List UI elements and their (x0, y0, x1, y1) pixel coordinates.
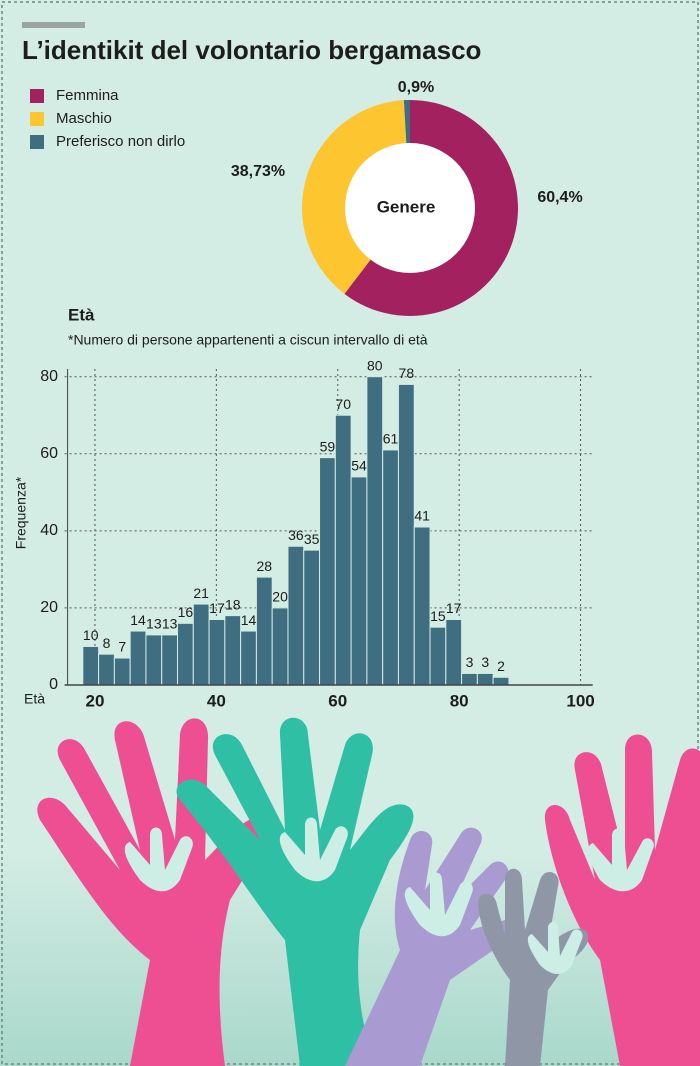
bar-value-label: 59 (320, 438, 336, 454)
donut-hole (345, 143, 475, 273)
bar (255, 576, 273, 686)
y-axis-label: Frequenza* (13, 476, 29, 549)
bar (461, 672, 478, 686)
bar-value-label: 54 (351, 458, 367, 474)
bar-value-label: 3 (481, 654, 489, 670)
bar-value-label: 70 (335, 396, 351, 412)
bar (429, 626, 447, 686)
y-tick-label: 40 (40, 522, 58, 539)
x-tick-label: 80 (450, 691, 469, 710)
section-title: Età (68, 305, 95, 324)
bar (287, 545, 305, 686)
value-label: 38,73% (231, 163, 285, 180)
bar (161, 634, 179, 686)
bar-value-label: 61 (383, 431, 399, 447)
bar-value-label: 17 (446, 600, 462, 616)
bar-value-label: 80 (367, 357, 383, 373)
legend-label: Preferisco non dirlo (56, 133, 185, 150)
bar (271, 607, 289, 686)
chart-title: L’identikit del volontario bergamasco (22, 35, 481, 65)
y-tick-label: 60 (40, 445, 58, 462)
bar-value-label: 14 (241, 612, 257, 628)
legend-swatch (30, 89, 44, 103)
bar (98, 653, 115, 686)
bar-value-label: 35 (304, 531, 320, 547)
bar-value-label: 8 (103, 635, 111, 651)
bar (492, 676, 510, 686)
x-tick-label: 100 (566, 691, 594, 710)
bar-value-label: 28 (257, 558, 273, 574)
x-tick-label: 40 (207, 691, 226, 710)
bar (303, 549, 321, 686)
legend-swatch (30, 135, 44, 149)
y-tick-label: 0 (49, 676, 58, 693)
bar-value-label: 7 (118, 639, 126, 655)
bar (224, 615, 242, 686)
bar-value-label: 17 (209, 600, 225, 616)
hands-illustration (37, 717, 700, 1066)
bar-value-label: 14 (130, 612, 146, 628)
legend-label: Maschio (56, 110, 112, 127)
bar (129, 630, 147, 686)
y-tick-label: 20 (40, 599, 58, 616)
bar (397, 383, 415, 686)
bar (113, 657, 131, 686)
bar (177, 622, 194, 686)
bar (82, 645, 100, 686)
bar (208, 618, 226, 686)
bar (145, 634, 163, 686)
bar-value-label: 20 (272, 589, 288, 605)
bar-value-label: 13 (162, 616, 178, 632)
bar-value-label: 36 (288, 527, 304, 543)
bar-value-label: 3 (466, 654, 474, 670)
bar-value-label: 15 (430, 608, 446, 624)
bar (334, 414, 352, 686)
bar (476, 672, 494, 686)
bar (319, 457, 336, 686)
bar-value-label: 21 (193, 585, 209, 601)
subtitle: *Numero di persone appartenenti a ciscun… (68, 332, 428, 348)
legend-label: Femmina (56, 87, 119, 104)
value-label: 0,9% (398, 79, 434, 96)
x-axis-label: Età (24, 691, 45, 707)
bar-value-label: 13 (146, 616, 162, 632)
bar (192, 603, 210, 686)
x-tick-label: 20 (85, 691, 104, 710)
bar-value-label: 78 (399, 365, 415, 381)
bar (350, 476, 368, 686)
bar-value-label: 10 (83, 627, 99, 643)
center-label: Genere (377, 197, 436, 216)
bar-value-label: 2 (497, 658, 505, 674)
bar-value-label: 41 (414, 508, 430, 524)
value-label: 60,4% (537, 189, 582, 206)
bar-value-label: 16 (178, 604, 194, 620)
y-tick-label: 80 (40, 368, 58, 385)
legend-swatch (30, 112, 44, 126)
x-tick-label: 60 (328, 691, 347, 710)
bar (445, 618, 463, 686)
accent-bar (22, 22, 85, 28)
bar (413, 526, 431, 686)
bar (366, 376, 384, 686)
bar (382, 449, 399, 686)
bar (240, 630, 257, 686)
bar-value-label: 18 (225, 596, 241, 612)
